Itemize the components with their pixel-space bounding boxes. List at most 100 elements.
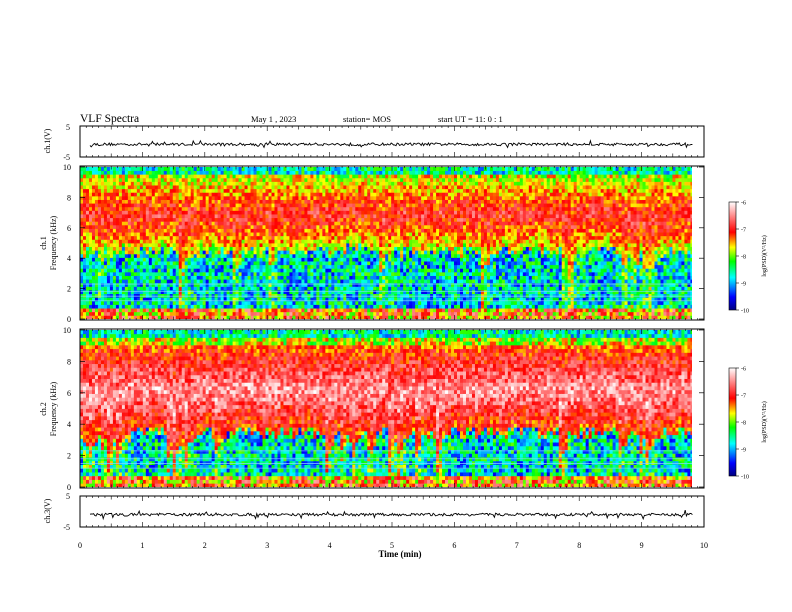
- ch1-spectrogram-cell: [205, 257, 210, 262]
- ch1-spectrogram-cell: [136, 224, 141, 229]
- ch1-spectrogram-cell: [82, 210, 87, 215]
- ch1-spectrogram-cell: [310, 275, 314, 280]
- ch1-spectrogram-cell: [355, 297, 359, 302]
- ch1-spectrogram-cell: [370, 286, 374, 291]
- ch1-spectrogram-cell: [316, 195, 320, 200]
- ch1-spectrogram-cell: [91, 250, 96, 255]
- ch1-spectrogram-cell: [340, 257, 344, 262]
- ch1-spectrogram-cell: [352, 253, 356, 258]
- ch1-spectrogram-cell: [280, 308, 284, 313]
- ch1-spectrogram-cell: [205, 308, 210, 313]
- ch1-spectrogram-cell: [283, 282, 287, 287]
- ch1-spectrogram-cell: [145, 290, 150, 295]
- ch1-spectrogram-cell: [211, 192, 216, 197]
- ch1-spectrogram-cell: [286, 297, 290, 302]
- ch1-spectrogram-cell: [94, 170, 99, 175]
- ch1-spectrogram-cell: [178, 177, 183, 182]
- ch1-spectrogram-cell: [265, 290, 269, 295]
- ch1-spectrogram-cell: [169, 279, 174, 284]
- ch1-spectrogram-cell: [370, 257, 374, 262]
- ch1-spectrogram-cell: [82, 192, 87, 197]
- ch1-spectrogram-cell: [80, 246, 84, 251]
- ch1-spectrogram-cell: [139, 261, 144, 266]
- ch1-spectrogram-cell: [271, 290, 275, 295]
- ch1-spectrogram-cell: [238, 228, 242, 233]
- ch1-spectrogram-cell: [265, 304, 269, 309]
- ch1-spectrogram-cell: [196, 206, 201, 211]
- ch1-spectrogram-cell: [277, 167, 281, 172]
- ch1-spectrogram-cell: [211, 185, 216, 190]
- ch1-spectrogram-cell: [181, 261, 186, 266]
- ch1-spectrogram-cell: [304, 224, 308, 229]
- ch1-spectrogram-cell: [319, 214, 323, 219]
- ch1-spectrogram-cell: [412, 268, 416, 273]
- ch1-spectrogram-cell: [310, 268, 314, 273]
- ch1-spectrogram-cell: [223, 304, 228, 309]
- ch1-spectrogram-cell: [115, 214, 120, 219]
- ch1-spectrogram-cell: [358, 206, 362, 211]
- ch1-spectrogram-cell: [256, 174, 260, 179]
- ch1-spectrogram-cell: [268, 235, 272, 240]
- ch1-spectrogram-cell: [337, 177, 341, 182]
- ch1-spectrogram-cell: [268, 308, 272, 313]
- ch1-spectrogram-cell: [319, 181, 323, 186]
- ch1-spectrogram-cell: [151, 192, 156, 197]
- ch1-spectrogram-cell: [295, 228, 299, 233]
- ch1-spectrogram-cell: [292, 188, 296, 193]
- ch1-spectrogram-cell: [370, 293, 374, 298]
- ch1-spectrogram-cell: [187, 210, 192, 215]
- ch1-spectrogram-cell: [148, 311, 153, 316]
- ch1-spectrogram-cell: [391, 253, 395, 258]
- ch1-spectrogram-cell: [97, 188, 102, 193]
- ch1-spectrogram-cell: [358, 315, 362, 319]
- ch1-spectrogram-cell: [244, 203, 248, 208]
- ch1-spectrogram-cell: [247, 195, 251, 200]
- ch1-spectrogram-cell: [367, 297, 371, 302]
- ch1-spectrogram-cell: [106, 221, 111, 226]
- ch1-spectrogram-cell: [337, 261, 341, 266]
- ch1-spectrogram-cell: [115, 170, 120, 175]
- ch1-spectrogram-cell: [82, 177, 87, 182]
- ch1-spectrogram-cell: [301, 224, 305, 229]
- ch1-spectrogram-cell: [91, 170, 96, 175]
- ch1-spectrogram-cell: [391, 177, 395, 182]
- ch1-spectrogram-cell: [274, 282, 278, 287]
- ch1-spectrogram-cell: [409, 264, 413, 269]
- ch1-spectrogram-cell: [229, 271, 233, 276]
- ch1-spectrogram-cell: [223, 264, 228, 269]
- ch1-spectrogram-cell: [283, 170, 287, 175]
- ch1-spectrogram-cell: [379, 185, 383, 190]
- ch1-spectrogram-cell: [142, 264, 147, 269]
- ch1-spectrogram-cell: [91, 177, 96, 182]
- ch1-spectrogram-cell: [88, 221, 93, 226]
- ch1-spectrogram-cell: [190, 282, 195, 287]
- ch1-spectrogram-cell: [211, 275, 216, 280]
- ch1-spectrogram-cell: [133, 290, 138, 295]
- ch1-spectrogram-cell: [295, 286, 299, 291]
- ch1-spectrogram-cell: [151, 203, 156, 208]
- ch1-spectrogram-cell: [274, 243, 278, 248]
- ch1-spectrogram-cell: [289, 174, 293, 179]
- ch1-spectrogram-cell: [349, 214, 353, 219]
- ch1-spectrogram-cell: [295, 315, 299, 319]
- ch1-spectrogram-cell: [403, 221, 407, 226]
- ch1-spectrogram-cell: [223, 170, 228, 175]
- ch1-spectrogram-cell: [199, 188, 204, 193]
- ch1-spectrogram-cell: [388, 300, 392, 305]
- ch1-spectrogram-cell: [376, 250, 380, 255]
- ch1-spectrogram-cell: [256, 275, 260, 280]
- ch1-spectrogram-cell: [160, 185, 165, 190]
- ch1-spectrogram-cell: [364, 214, 368, 219]
- ch1-spectrogram-cell: [169, 228, 174, 233]
- ch1-spectrogram-cell: [196, 174, 201, 179]
- ch1-spectrogram-cell: [304, 253, 308, 258]
- ch1-spectrogram-cell: [217, 304, 222, 309]
- ch1-spectrogram-cell: [88, 315, 93, 319]
- ch1-spectrogram-cell: [121, 311, 126, 316]
- ch1-spectrogram-cell: [208, 185, 213, 190]
- ch1-spectrogram-cell: [415, 279, 419, 284]
- ch1-spectrogram-cell: [208, 206, 213, 211]
- ch1-spectrogram-cell: [343, 250, 347, 255]
- ch1-spectrogram-cell: [328, 308, 332, 313]
- ch1-spectrogram-cell: [196, 257, 201, 262]
